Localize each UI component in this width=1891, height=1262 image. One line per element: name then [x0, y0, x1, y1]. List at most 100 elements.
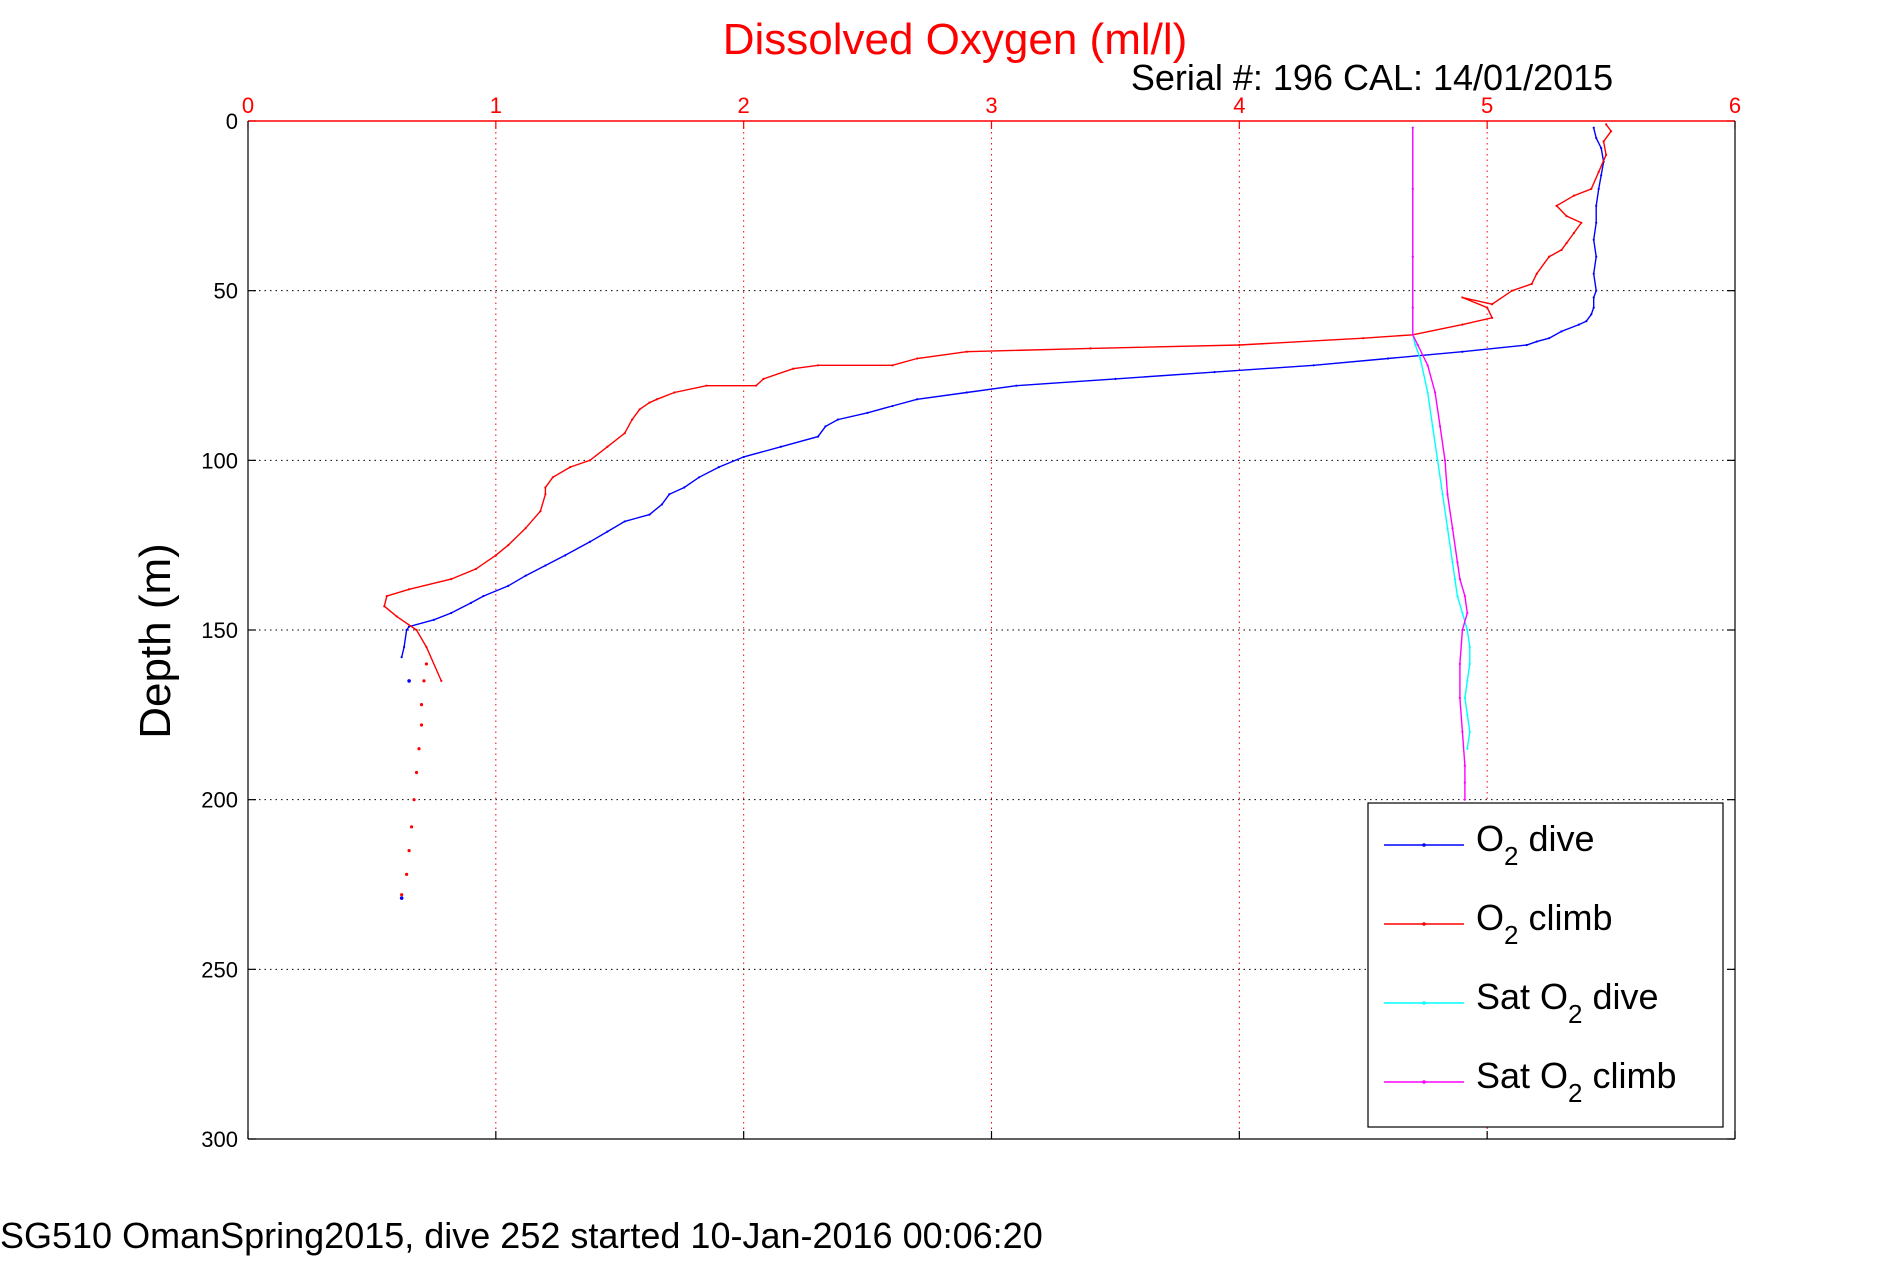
data-point-o2-dive: [779, 445, 782, 448]
data-point-o2-climb: [544, 493, 547, 496]
data-point-o2-climb: [792, 367, 795, 370]
data-point-sat-o2-dive: [1466, 747, 1469, 750]
legend-swatch-marker: [1422, 843, 1426, 847]
data-point-o2-dive: [1595, 221, 1598, 224]
data-point-o2-dive: [683, 486, 686, 489]
data-point-o2-dive: [1525, 343, 1528, 347]
data-point-sat-o2-climb: [1446, 493, 1449, 496]
data-point-o2-climb: [638, 408, 641, 411]
data-point-o2-climb: [1555, 204, 1558, 207]
legend-label: Sat O2 dive: [1476, 976, 1659, 1029]
data-point-o2-climb: [440, 679, 443, 683]
data-point-o2-dive: [1600, 174, 1603, 177]
data-point-o2-dive: [660, 503, 663, 506]
data-point-sat-o2-dive: [1461, 611, 1464, 615]
data-point-sat-o2-climb: [1451, 527, 1454, 530]
data-point-o2-climb: [385, 594, 388, 598]
data-point-o2-climb: [419, 703, 424, 707]
data-point-o2-climb: [414, 770, 419, 775]
chart-title: Dissolved Oxygen (ml/l): [723, 15, 1188, 64]
y-tick-label: 100: [201, 448, 238, 473]
data-point-sat-o2-climb: [1443, 459, 1447, 462]
data-point-o2-dive: [1592, 238, 1595, 241]
data-point-o2-dive: [1577, 323, 1580, 326]
data-point-o2-dive: [1386, 357, 1390, 360]
data-point-sat-o2-dive: [1466, 679, 1469, 683]
data-point-o2-climb: [1565, 214, 1568, 218]
data-point-o2-climb: [673, 391, 676, 394]
data-point-o2-climb: [588, 459, 592, 462]
data-point-sat-o2-climb: [1426, 364, 1429, 367]
data-point-sat-o2-climb: [1411, 255, 1414, 258]
data-point-o2-climb: [383, 605, 386, 608]
data-point-o2-climb: [1461, 323, 1464, 326]
data-point-o2-climb: [1486, 306, 1489, 309]
data-point-o2-dive: [1585, 320, 1588, 323]
data-point-o2-climb: [507, 544, 510, 547]
data-point-o2-climb: [395, 615, 398, 618]
data-point-sat-o2-dive: [1466, 628, 1469, 632]
data-point-o2-climb: [415, 628, 418, 632]
data-point-sat-o2-climb: [1438, 425, 1442, 428]
data-point-o2-dive: [1592, 306, 1595, 309]
data-point-o2-climb: [474, 567, 478, 571]
x-tick-label: 3: [985, 93, 997, 118]
data-point-sat-o2-dive: [1468, 730, 1471, 733]
data-point-o2-climb: [1238, 343, 1241, 347]
data-point-sat-o2-dive: [1468, 662, 1471, 666]
legend-swatch-marker: [1422, 1001, 1426, 1005]
data-point-o2-dive: [507, 584, 510, 587]
legend-swatch-marker: [1422, 922, 1426, 926]
data-point-o2-climb: [606, 445, 609, 448]
data-point-o2-climb: [544, 486, 547, 489]
data-point-o2-climb: [1590, 187, 1593, 190]
data-point-o2-dive: [588, 540, 592, 543]
data-point-sat-o2-climb: [1463, 781, 1466, 784]
data-point-sat-o2-dive: [1463, 696, 1466, 699]
y-tick-label: 50: [214, 279, 238, 304]
series-layer: [383, 123, 1613, 900]
data-point-o2-dive: [1461, 350, 1464, 353]
data-point-sat-o2-climb: [1416, 343, 1419, 347]
data-point-o2-climb: [1572, 231, 1576, 235]
legend-label: O2 climb: [1476, 897, 1613, 950]
data-point-sat-o2-dive: [1451, 561, 1454, 564]
data-point-sat-o2-climb: [1463, 798, 1466, 801]
data-point-sat-o2-climb: [1466, 611, 1469, 615]
legend-box: [1367, 802, 1724, 1128]
data-point-o2-dive: [1590, 313, 1593, 316]
data-point-o2-dive: [742, 455, 745, 459]
data-point-o2-dive: [965, 391, 968, 394]
x-tick-label: 1: [490, 93, 502, 118]
data-point-o2-climb: [816, 364, 820, 367]
data-point-o2-climb: [916, 357, 919, 360]
data-point-o2-dive: [916, 398, 919, 401]
data-point-sat-o2-dive: [1419, 357, 1422, 360]
data-point-o2-dive: [891, 404, 894, 408]
data-point-o2-climb: [1548, 255, 1551, 258]
data-point-sat-o2-climb: [1411, 187, 1414, 190]
data-point-o2-dive: [405, 628, 408, 632]
data-point-o2-dive: [1114, 377, 1117, 380]
data-point-o2-climb: [412, 798, 416, 802]
data-point-sat-o2-climb: [1456, 561, 1459, 564]
data-point-o2-climb: [965, 350, 968, 353]
data-point-o2-climb: [1605, 123, 1608, 126]
data-point-o2-climb: [1565, 242, 1568, 245]
data-point-o2-climb: [450, 578, 453, 581]
data-point-o2-climb: [1602, 140, 1605, 143]
data-point-o2-climb: [1510, 289, 1514, 292]
data-point-o2-dive: [469, 601, 473, 604]
data-point-sat-o2-climb: [1411, 333, 1414, 336]
data-point-o2-climb: [1530, 282, 1533, 285]
axes: 0 1 2 3 4 5 6 0 50 100 150 200 250 300: [201, 93, 1741, 1152]
data-point-sat-o2-dive: [1414, 343, 1417, 347]
data-point-sat-o2-dive: [1426, 391, 1429, 394]
data-point-o2-dive: [816, 435, 820, 438]
data-point-o2-dive: [1595, 289, 1598, 292]
data-point-o2-dive: [482, 594, 485, 598]
data-point-sat-o2-dive: [1456, 594, 1459, 598]
data-point-o2-dive: [824, 425, 827, 428]
data-point-o2-dive: [1595, 136, 1598, 140]
x-tick-label: 4: [1233, 93, 1245, 118]
